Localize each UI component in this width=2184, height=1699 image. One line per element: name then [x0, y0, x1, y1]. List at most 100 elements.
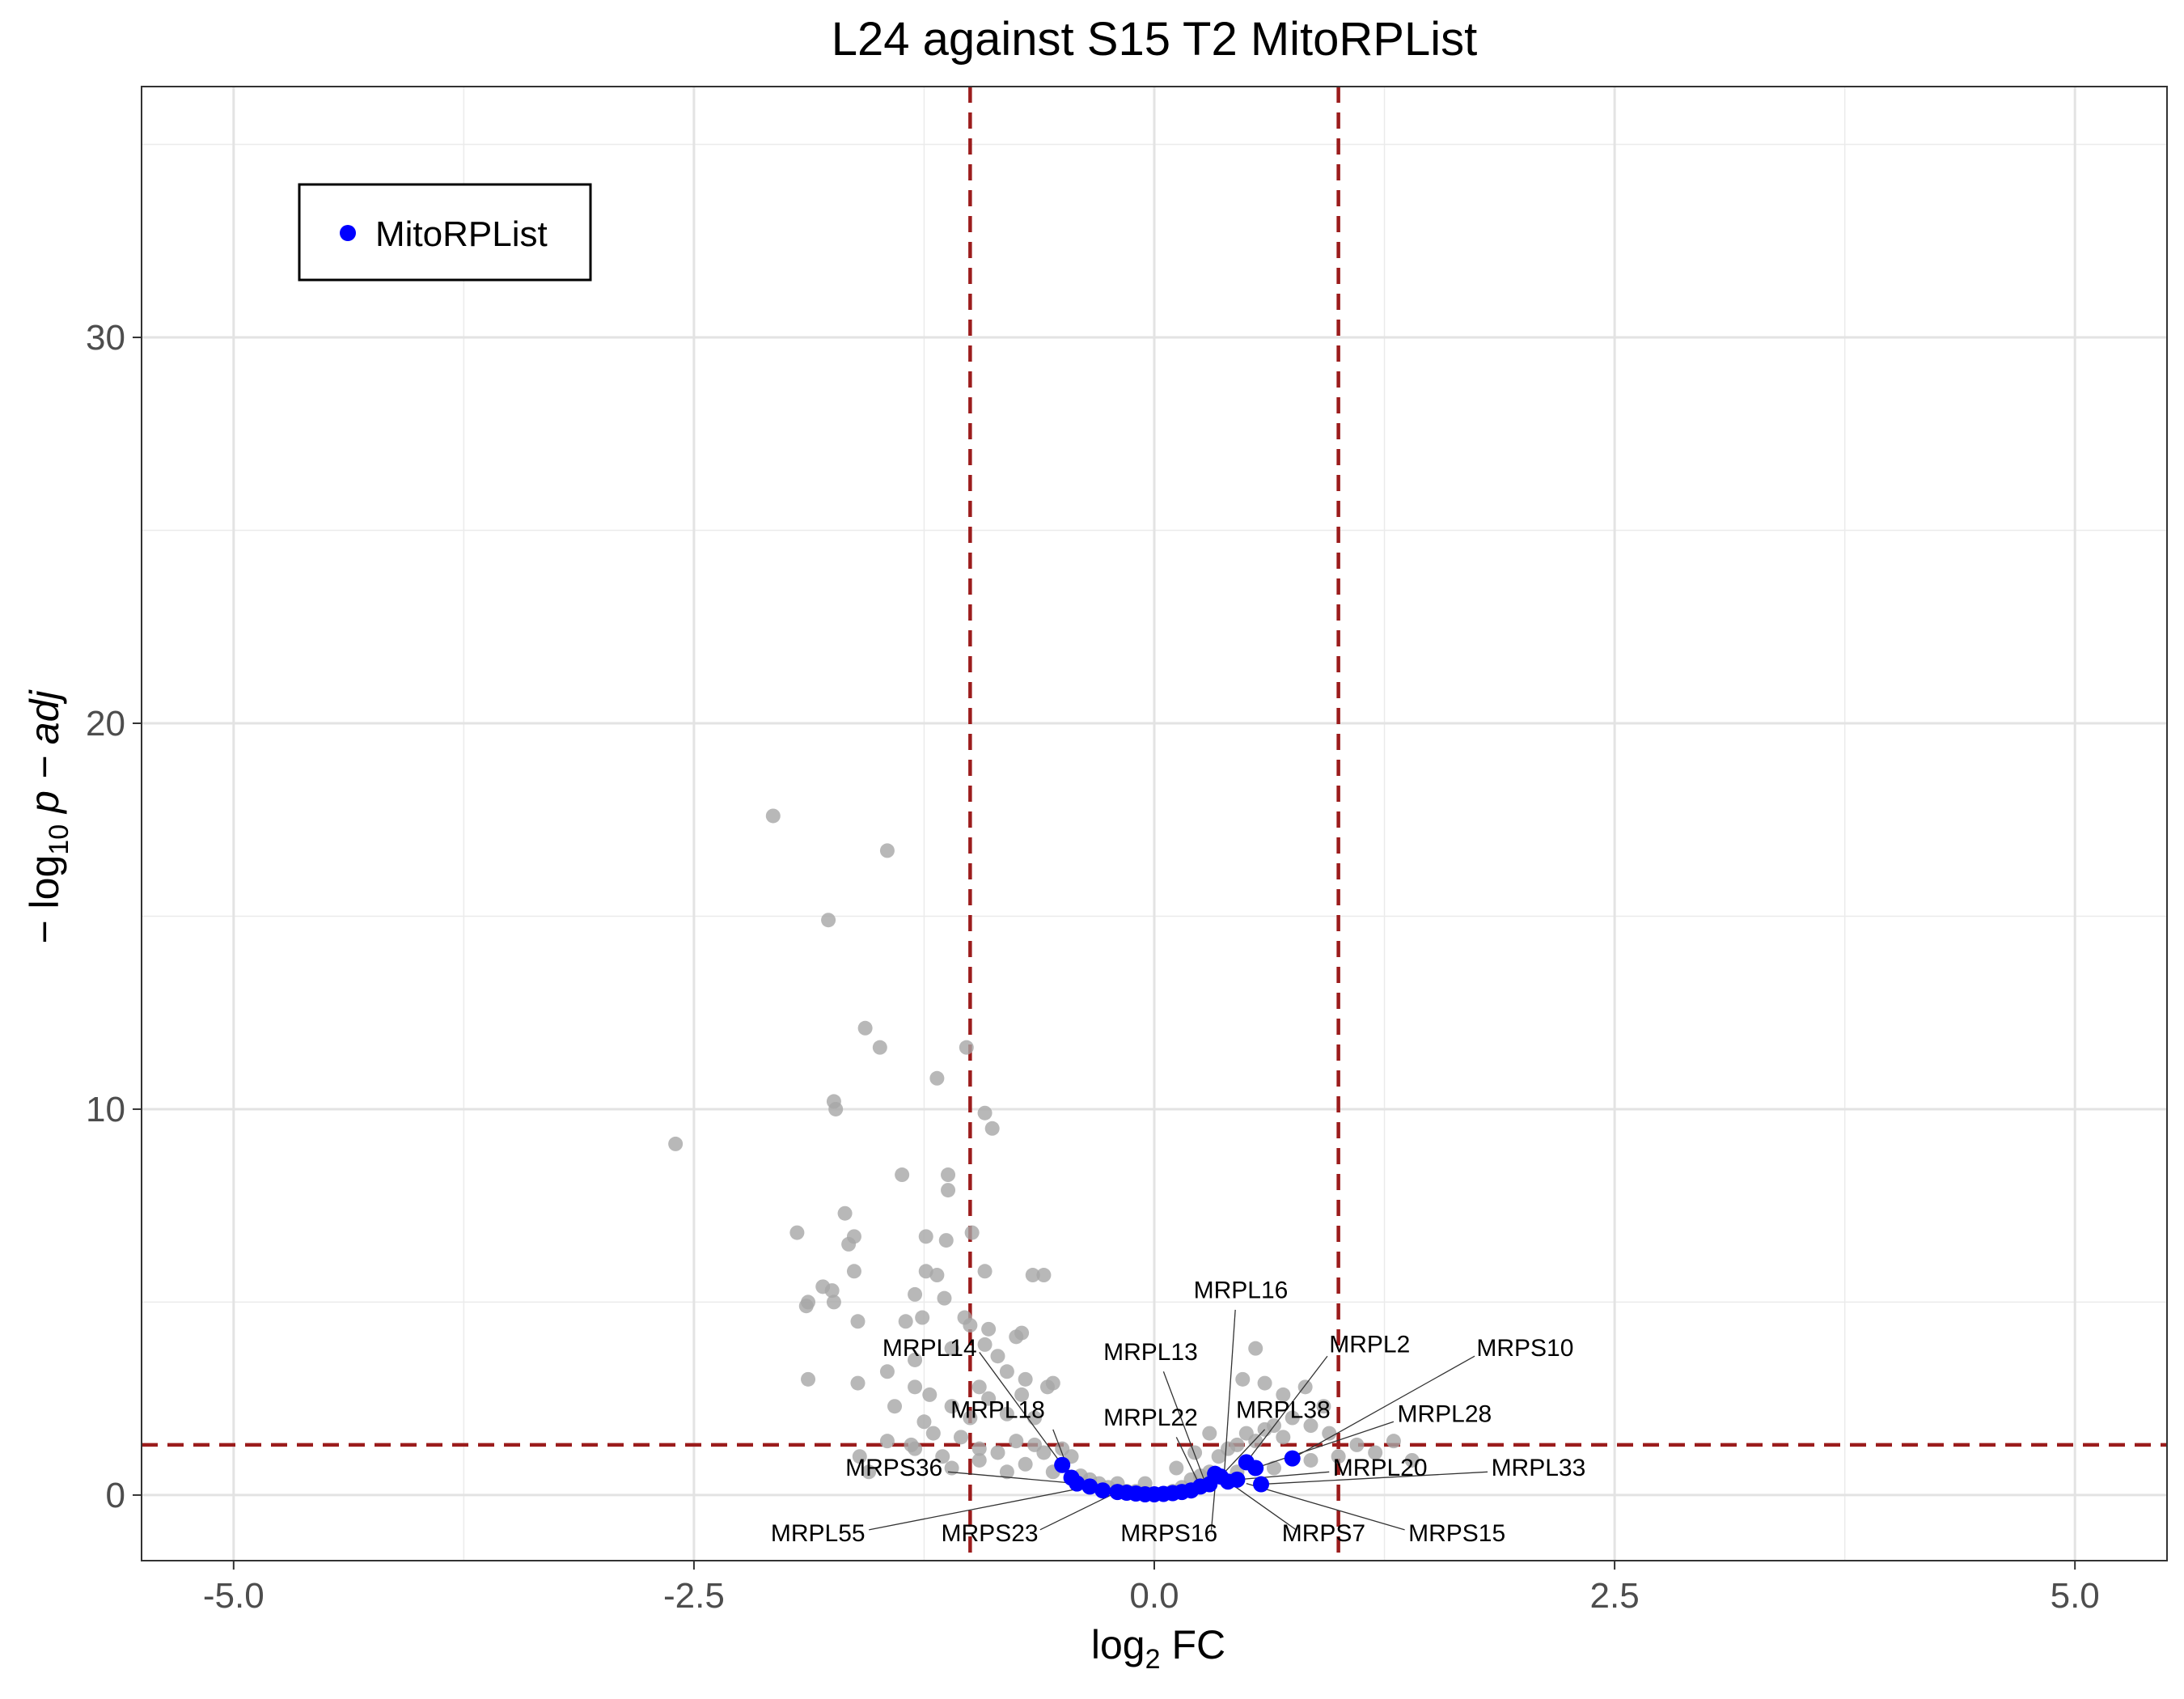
label-connector	[947, 1471, 1077, 1485]
background-point	[953, 1430, 968, 1445]
background-point	[821, 913, 836, 928]
chart-title: L24 against S15 T2 MitoRPList	[832, 13, 1478, 66]
background-point	[1276, 1430, 1291, 1445]
background-point	[850, 1314, 866, 1329]
background-point	[922, 1387, 938, 1402]
gene-label-mrpl16: MRPL16	[1194, 1277, 1289, 1304]
background-point	[941, 1183, 956, 1198]
background-point	[1027, 1410, 1043, 1426]
gene-label-mrps7: MRPS7	[1282, 1520, 1365, 1547]
background-point	[971, 1452, 987, 1468]
gene-label-mrps23: MRPS23	[942, 1520, 1039, 1547]
background-point	[1303, 1452, 1318, 1468]
background-point	[908, 1379, 923, 1395]
background-point	[1235, 1371, 1251, 1387]
background-point	[915, 1310, 930, 1325]
background-point	[1386, 1434, 1401, 1449]
background-point	[929, 1268, 945, 1283]
background-points	[668, 808, 1420, 1501]
background-point	[959, 1040, 974, 1055]
background-point	[852, 1449, 867, 1464]
y-tick-label: 10	[86, 1090, 125, 1129]
background-point	[999, 1464, 1014, 1480]
background-point	[798, 1299, 814, 1314]
background-point	[1248, 1341, 1263, 1356]
x-axis-title-subscript: 2	[1145, 1644, 1161, 1675]
mitorplist-points	[1054, 1450, 1301, 1502]
background-point	[879, 843, 895, 858]
label-connector	[1246, 1482, 1405, 1531]
background-point	[908, 1352, 923, 1367]
label-connector	[1175, 1437, 1201, 1487]
background-point	[977, 1337, 993, 1352]
mitorplist-point	[1069, 1475, 1086, 1492]
background-point	[977, 1264, 993, 1279]
gene-label-mrps15: MRPS15	[1408, 1520, 1505, 1547]
gene-labels: MRPL16 MRPL2 MRPS10 MRPL14 MRPL13 MRPL38 MRPL2…	[771, 1277, 1585, 1547]
background-point	[916, 1414, 932, 1430]
label-connector	[979, 1352, 1063, 1466]
background-point	[981, 1391, 997, 1406]
background-point	[1025, 1268, 1040, 1283]
background-point	[846, 1264, 861, 1279]
background-point	[1036, 1268, 1052, 1283]
background-point	[1285, 1410, 1300, 1426]
background-point	[990, 1445, 1005, 1460]
label-connector	[1260, 1471, 1488, 1485]
background-point	[977, 1105, 993, 1121]
mitorplist-point	[1054, 1456, 1071, 1473]
background-point	[1018, 1456, 1033, 1472]
label-connector	[1292, 1355, 1475, 1460]
background-point	[857, 1020, 873, 1036]
background-point	[990, 1349, 1005, 1364]
background-point	[929, 1070, 945, 1086]
label-connector	[1223, 1309, 1236, 1474]
background-point	[1404, 1452, 1420, 1468]
label-connector	[1255, 1421, 1395, 1469]
background-point	[984, 1121, 1000, 1136]
mitorplist-point	[1253, 1476, 1270, 1493]
gene-label-mrps10: MRPS10	[1476, 1335, 1573, 1362]
x-axis-ticks: -5.0 -2.5 0.0 2.5 5.0	[203, 1561, 2100, 1616]
x-axis-title: log2 FC	[1091, 1622, 1225, 1675]
background-point	[828, 1101, 844, 1116]
background-point	[964, 1225, 980, 1240]
y-tick-label: 30	[86, 318, 125, 358]
gene-label-mrps16: MRPS16	[1120, 1520, 1217, 1547]
background-point	[1266, 1460, 1281, 1476]
background-point	[1316, 1399, 1331, 1414]
legend: MitoRPList	[298, 183, 592, 282]
background-point	[999, 1364, 1014, 1379]
background-point	[918, 1229, 933, 1244]
background-point	[841, 1236, 857, 1252]
background-point	[1202, 1426, 1217, 1441]
background-point	[1276, 1387, 1291, 1402]
background-point	[1018, 1371, 1033, 1387]
gene-label-mrps36: MRPS36	[845, 1455, 942, 1481]
gene-label-mrpl22: MRPL22	[1103, 1405, 1198, 1431]
background-point	[944, 1399, 959, 1414]
background-point	[850, 1375, 866, 1391]
y-tick-label: 20	[86, 704, 125, 744]
background-point	[971, 1379, 987, 1395]
background-point	[938, 1233, 954, 1248]
background-point	[944, 1341, 959, 1356]
background-point	[963, 1410, 978, 1426]
gene-label-mrpl18: MRPL18	[950, 1397, 1045, 1424]
y-tick-label: 0	[106, 1476, 125, 1515]
label-connector	[1220, 1429, 1266, 1477]
background-point	[1009, 1434, 1024, 1449]
legend-marker	[340, 225, 356, 241]
background-point	[918, 1264, 933, 1279]
gene-label-mrpl20: MRPL20	[1333, 1455, 1428, 1481]
mitorplist-point	[1094, 1482, 1111, 1499]
label-connector	[1227, 1481, 1297, 1531]
background-point	[963, 1318, 978, 1333]
mitorplist-point	[1284, 1450, 1301, 1467]
background-point	[1349, 1437, 1365, 1452]
background-point	[1169, 1460, 1184, 1476]
gene-label-mrpl55: MRPL55	[771, 1520, 866, 1547]
background-point	[1248, 1434, 1263, 1449]
background-point	[879, 1364, 895, 1379]
